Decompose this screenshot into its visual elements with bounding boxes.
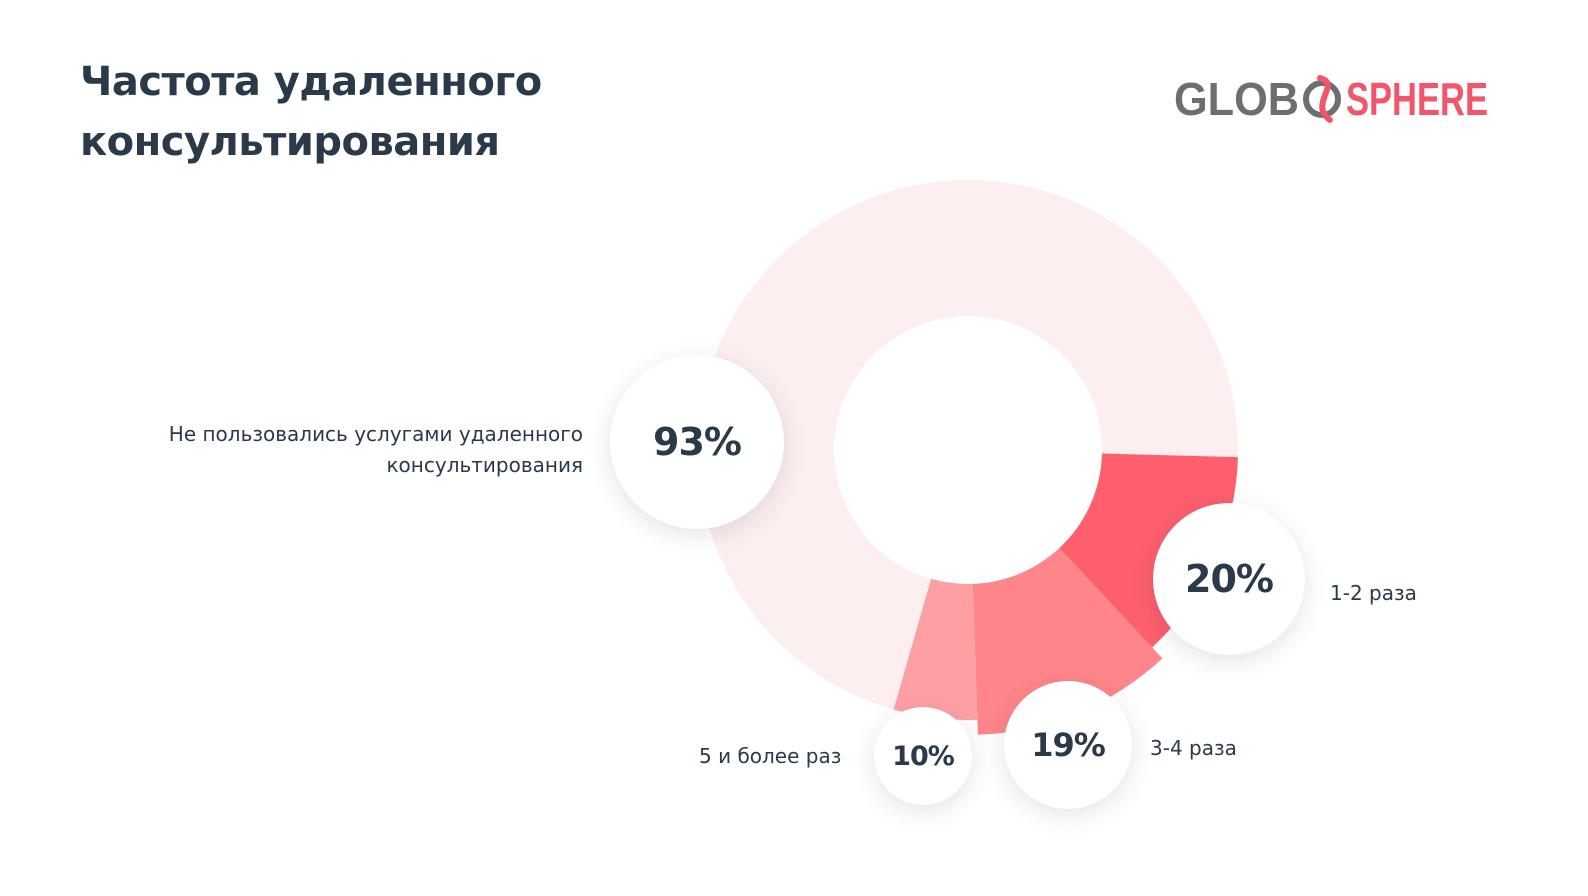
slice-3-4-times [972, 548, 1163, 735]
legend-label-5-plus: 5 и более раз [699, 744, 842, 768]
legend-label-1-2: 1-2 раза [1330, 581, 1417, 605]
value-label-20: 20% [1185, 557, 1274, 601]
globosphere-logo: GLOB SPHERE [1174, 73, 1488, 125]
value-label-10: 10% [892, 740, 955, 772]
value-label-19: 19% [1031, 726, 1106, 764]
value-bubble-20: 20% [1153, 503, 1305, 655]
value-bubble-93: 93% [610, 355, 784, 529]
value-bubble-10: 10% [874, 707, 972, 805]
value-label-93: 93% [653, 420, 742, 464]
logo-swirl-icon [1303, 75, 1341, 123]
legend-label-not-used: Не пользовались услугами удаленного конс… [168, 422, 583, 477]
logo-left-text: GLOB [1174, 73, 1299, 125]
slice-1-2-times [1059, 453, 1238, 648]
page-title: Частота удаленного консультирования [80, 59, 542, 165]
logo-right-text: SPHERE [1346, 73, 1488, 125]
value-bubble-19: 19% [1004, 681, 1132, 809]
slice-not-used [697, 179, 1238, 719]
legend-label-3-4: 3-4 раза [1150, 736, 1237, 760]
slice-5-plus-times [893, 578, 978, 720]
